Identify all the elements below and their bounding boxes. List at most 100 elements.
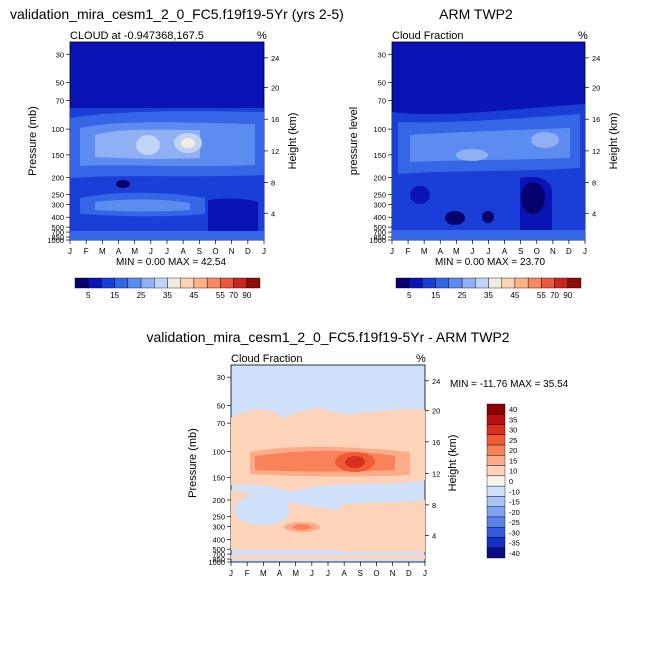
x-tick-label: M xyxy=(421,247,428,256)
stats-label: MIN = 0.00 MAX = 23.70 xyxy=(435,257,545,268)
colorbar-swatch xyxy=(486,527,506,538)
colorbar-label: 55 xyxy=(216,291,225,300)
colorbar-label: -25 xyxy=(509,518,520,527)
y-tick-label-right: 20 xyxy=(432,406,440,415)
colorbar-swatch xyxy=(486,465,506,477)
y-tick-label: 300 xyxy=(51,200,64,209)
colorbar-swatch xyxy=(101,277,115,289)
x-tick-label: S xyxy=(197,247,202,256)
colorbar-label: 90 xyxy=(242,291,251,300)
x-tick-label: F xyxy=(245,569,250,578)
colorbar-swatch xyxy=(567,277,582,289)
x-tick-label: J xyxy=(583,247,587,256)
x-tick-label: A xyxy=(341,569,347,578)
x-tick-label: J xyxy=(262,247,266,256)
y-tick-label: 400 xyxy=(51,213,64,222)
y-tick-labels-right: 24 20 16 12 8 4 xyxy=(585,54,600,218)
colorbar-swatch xyxy=(127,277,142,289)
y-tick-label: 250 xyxy=(373,190,386,199)
cloud-core xyxy=(531,132,559,148)
x-tick-label: J xyxy=(149,247,153,256)
positive-max xyxy=(345,456,365,468)
y-tick-labels-right: 24 20 16 12 8 4 xyxy=(264,54,279,218)
dry-region xyxy=(482,211,494,223)
cloud-max xyxy=(181,138,195,148)
y-tick-labels-right: 24 20 16 12 8 4 xyxy=(425,377,440,540)
y-tick-label: 700 xyxy=(51,228,64,237)
y-tick-label: 850 xyxy=(51,233,64,242)
y-tick-label: 50 xyxy=(378,79,386,88)
y-tick-label-right: 24 xyxy=(271,54,279,63)
colorbar-label: -30 xyxy=(509,528,520,537)
x-tick-label: N xyxy=(390,569,396,578)
y-tick-label: 70 xyxy=(217,419,225,428)
y-tick-label: 500 xyxy=(51,223,64,232)
units-label: % xyxy=(416,353,426,365)
x-tick-label: J xyxy=(165,247,169,256)
cloud-core xyxy=(456,149,488,161)
colorbar-label: 5 xyxy=(407,291,412,300)
y-axis-right: Height (km) 24 20 16 12 8 4 xyxy=(425,377,459,540)
colorbar-swatch xyxy=(140,277,155,289)
x-tick-label: J xyxy=(229,569,233,578)
colorbar-swatch xyxy=(435,277,450,289)
colorbar-swatch xyxy=(220,277,234,289)
panel-title: ARM TWP2 xyxy=(439,6,513,22)
y-tick-label: 50 xyxy=(217,401,225,410)
x-tick-label: J xyxy=(68,247,72,256)
colorbar-label: 45 xyxy=(510,291,519,300)
panel-model: validation_mira_cesm1_2_0_FC5.f19f19-5Yr… xyxy=(10,6,344,300)
colorbar-swatch xyxy=(486,444,506,456)
x-tick-label: D xyxy=(566,247,572,256)
y-tick-label: 30 xyxy=(217,373,225,382)
colorbar-swatch xyxy=(180,277,195,289)
colorbar-swatch xyxy=(541,277,555,289)
y-tick-label: 100 xyxy=(51,125,64,134)
x-tick-label: D xyxy=(406,569,412,578)
cloud-layer xyxy=(410,128,570,162)
colorbar-swatch xyxy=(486,434,506,446)
y-tick-label-right: 16 xyxy=(271,115,279,124)
x-tick-label: A xyxy=(438,247,444,256)
colorbar-swatch xyxy=(395,277,410,289)
dry-region xyxy=(445,211,465,225)
colorbar-swatch xyxy=(448,277,463,289)
colorbar-label: -20 xyxy=(509,508,520,517)
y-tick-label: 200 xyxy=(212,496,225,505)
y-tick-label-right: 4 xyxy=(271,209,275,218)
y-tick-label: 150 xyxy=(373,151,386,160)
colorbar-label: 35 xyxy=(509,415,517,424)
colorbar: 5 15 25 35 45 55 70 90 xyxy=(395,277,582,300)
y-tick-label: 400 xyxy=(212,535,225,544)
colorbar-swatch xyxy=(554,277,568,289)
colorbar-swatch xyxy=(475,277,489,289)
axis-label: Pressure (mb) xyxy=(27,106,39,176)
colorbar-swatch xyxy=(486,485,506,497)
y-axis-right: Height (km) 24 20 16 12 8 4 xyxy=(585,54,620,218)
y-tick-label: 250 xyxy=(212,513,225,522)
colorbar-label: -15 xyxy=(509,498,520,507)
x-tick-label: M xyxy=(453,247,460,256)
x-tick-label: A xyxy=(180,247,186,256)
colorbar-label: 20 xyxy=(509,446,517,455)
colorbar-swatch xyxy=(167,277,181,289)
colorbar-label: -35 xyxy=(509,539,520,548)
x-tick-label: S xyxy=(518,247,523,256)
y-tick-label-right: 8 xyxy=(271,179,275,188)
colorbar-swatch xyxy=(486,455,506,466)
y-tick-label-right: 24 xyxy=(432,377,440,386)
colorbar-swatch xyxy=(88,277,102,289)
surface-layer xyxy=(231,555,425,559)
x-tick-label: M xyxy=(292,569,299,578)
y-tick-label: 1000 xyxy=(369,236,386,245)
y-tick-label-right: 16 xyxy=(592,115,600,124)
colorbar-swatch xyxy=(246,277,261,289)
y-tick-label: 100 xyxy=(373,125,386,134)
y-tick-label: 300 xyxy=(212,523,225,532)
colorbar-label: 35 xyxy=(163,291,172,300)
